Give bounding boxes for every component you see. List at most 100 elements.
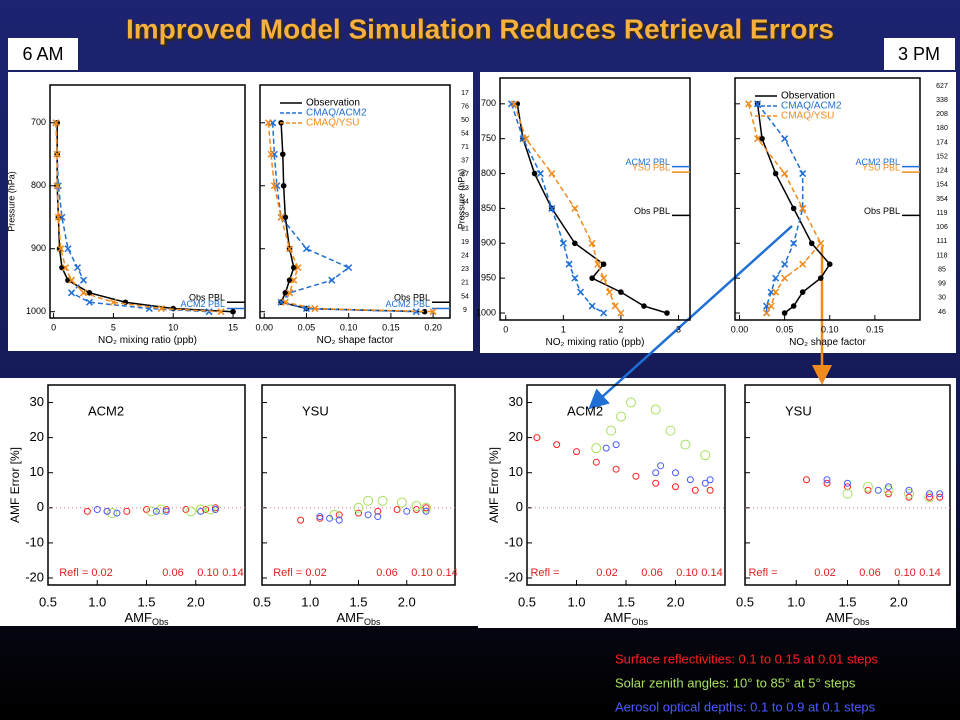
panel-label: ACM2 bbox=[567, 403, 603, 418]
plot-frame bbox=[259, 84, 451, 319]
y-tick-label: -20 bbox=[25, 569, 44, 584]
point bbox=[652, 479, 660, 487]
arrow bbox=[588, 225, 793, 410]
point bbox=[680, 439, 691, 450]
marker bbox=[790, 303, 797, 309]
x-axis-label: NO₂ mixing ratio (ppb) bbox=[98, 335, 197, 346]
legend-label: Observation bbox=[781, 91, 835, 102]
panel-label: ACM2 bbox=[88, 403, 124, 418]
marker bbox=[572, 240, 578, 247]
point bbox=[706, 476, 714, 484]
point bbox=[316, 513, 324, 521]
count-label: 54 bbox=[461, 131, 469, 138]
x-tick-label: 1.0 bbox=[88, 594, 106, 609]
y-tick-label: 900 bbox=[481, 238, 496, 248]
count-label: 17 bbox=[461, 90, 469, 97]
x-tick-label: 10 bbox=[168, 322, 178, 332]
count-label: 34 bbox=[461, 198, 469, 205]
marker bbox=[754, 135, 762, 143]
y-tick-label: 950 bbox=[481, 273, 496, 283]
point bbox=[93, 506, 101, 514]
pbl-label: ACM2 PBL bbox=[855, 157, 900, 167]
marker bbox=[109, 298, 117, 306]
point bbox=[823, 476, 831, 484]
point bbox=[874, 486, 882, 494]
title-shadow: Improved Model Simulation Reduces Retrie… bbox=[128, 15, 836, 46]
marker bbox=[781, 274, 789, 282]
profile-line bbox=[510, 103, 605, 314]
point bbox=[612, 441, 620, 449]
marker bbox=[617, 309, 625, 317]
point bbox=[652, 469, 660, 477]
y-tick-label: 800 bbox=[31, 180, 46, 190]
point bbox=[686, 476, 694, 484]
marker bbox=[85, 298, 94, 306]
marker bbox=[799, 204, 807, 212]
point bbox=[904, 488, 914, 499]
marker bbox=[282, 214, 289, 221]
count-label: 338 bbox=[936, 97, 948, 104]
point bbox=[883, 485, 894, 496]
x-axis-label: NO₂ shape factor bbox=[317, 335, 394, 346]
point bbox=[335, 511, 343, 519]
point bbox=[706, 486, 714, 494]
chart: 0 5 10 15 700 800 900 1000 Pressure (hPa) NO₂ mix… bbox=[6, 84, 246, 346]
point bbox=[211, 506, 219, 514]
marker bbox=[600, 309, 608, 317]
plot-frame bbox=[49, 84, 246, 319]
y-tick-label: 10 bbox=[509, 464, 523, 479]
marker bbox=[618, 289, 624, 295]
point bbox=[632, 472, 640, 480]
marker bbox=[230, 308, 236, 315]
marker bbox=[605, 288, 613, 296]
point bbox=[823, 479, 831, 487]
marker bbox=[53, 182, 61, 190]
point bbox=[297, 516, 305, 524]
x-axis-label: AMFObs bbox=[604, 610, 648, 627]
count-label: 180 bbox=[936, 125, 948, 132]
pbl-label: Obs PBL bbox=[634, 206, 670, 216]
point bbox=[143, 506, 150, 514]
chart: 0.5 1.0 1.5 2.0 AMFObs YSU Refl = 0.02 0.06 0.10 0… bbox=[736, 384, 951, 627]
marker bbox=[54, 182, 62, 190]
x-axis-label-text: NO₂ mixing ratio (ppb) bbox=[98, 335, 197, 346]
x-tick-label: 1.0 bbox=[567, 594, 585, 609]
point bbox=[672, 483, 679, 491]
point bbox=[374, 507, 382, 515]
marker bbox=[589, 275, 595, 281]
marker bbox=[763, 309, 771, 317]
x-axis-label-text: NO₂ shape factor bbox=[789, 337, 866, 348]
marker bbox=[79, 276, 88, 284]
marker bbox=[68, 276, 76, 284]
count-label: 354 bbox=[936, 196, 948, 203]
y-tick-label: 20 bbox=[30, 429, 44, 444]
marker bbox=[73, 264, 82, 272]
marker bbox=[86, 290, 93, 296]
point bbox=[329, 509, 340, 520]
refl-label: 0.06 bbox=[162, 567, 183, 579]
refl-label: Refl = 0.02 bbox=[273, 567, 327, 579]
count-label: 119 bbox=[936, 210, 947, 217]
profile-line bbox=[516, 103, 668, 314]
marker bbox=[286, 245, 294, 253]
marker bbox=[759, 135, 765, 142]
legend-label: CMAQ/ACM2 bbox=[781, 101, 842, 112]
point bbox=[924, 492, 935, 503]
marker bbox=[531, 170, 538, 177]
count-label: 19 bbox=[461, 239, 469, 246]
marker bbox=[571, 274, 579, 282]
time-label: 6 AM bbox=[22, 44, 63, 64]
marker bbox=[799, 260, 807, 268]
count-label: 208 bbox=[936, 111, 948, 118]
refl-label: Refl = 0.02 bbox=[59, 567, 113, 579]
x-tick-label: 0.05 bbox=[776, 324, 794, 334]
x-tick-label: 0.5 bbox=[736, 594, 754, 609]
point bbox=[374, 513, 382, 521]
count-label: 124 bbox=[936, 168, 948, 175]
marker bbox=[588, 239, 596, 247]
marker bbox=[281, 298, 289, 306]
x-tick-label: 2 bbox=[618, 324, 623, 334]
x-tick-label: 2.0 bbox=[890, 594, 908, 609]
x-tick-label: 0.15 bbox=[382, 322, 400, 332]
